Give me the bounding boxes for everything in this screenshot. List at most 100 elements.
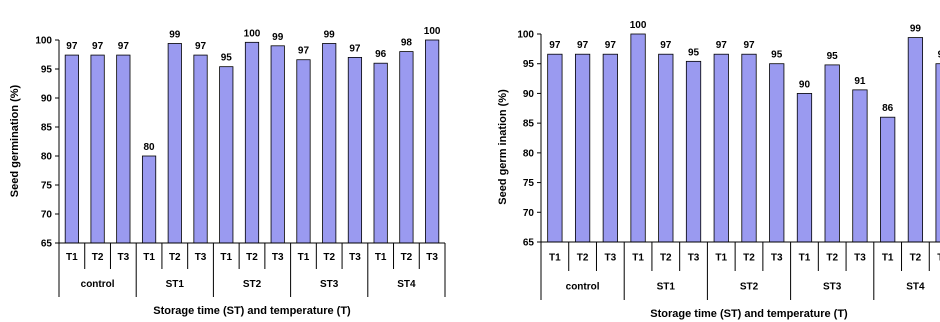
group-label: ST3 — [823, 282, 842, 293]
group-label: ST3 — [320, 279, 339, 290]
bar — [713, 53, 729, 243]
bar — [935, 63, 940, 243]
category-label: T2 — [743, 253, 755, 264]
bar — [796, 93, 813, 243]
bar — [399, 51, 414, 244]
bar — [685, 60, 702, 243]
category-label: T2 — [401, 252, 413, 263]
bar — [547, 53, 563, 243]
group-label: control — [81, 279, 115, 290]
bar — [574, 53, 591, 243]
bar — [64, 54, 79, 244]
category-label: T1 — [632, 253, 644, 264]
data-label: 97 — [92, 41, 104, 52]
data-label: 100 — [630, 20, 647, 31]
y-tick-label: 95 — [41, 65, 53, 76]
y-tick-label: 70 — [523, 208, 535, 219]
bar — [90, 54, 105, 244]
category-label: T2 — [246, 252, 258, 263]
group-label: control — [566, 282, 600, 293]
data-label: 95 — [688, 47, 700, 58]
bar — [907, 37, 924, 243]
data-label: 95 — [938, 50, 940, 61]
data-label: 95 — [771, 50, 783, 61]
bar — [270, 45, 285, 244]
bar — [244, 41, 260, 244]
data-label: 97 — [298, 46, 310, 57]
data-label: 97 — [349, 43, 361, 54]
data-label: 95 — [221, 53, 233, 64]
y-axis-title: Seed germ ination (%) — [497, 89, 509, 205]
data-label: 95 — [827, 51, 839, 62]
y-tick-label: 85 — [523, 119, 535, 130]
category-label: T2 — [323, 252, 335, 263]
bar — [824, 64, 840, 243]
category-label: T1 — [143, 252, 155, 263]
bar — [167, 43, 182, 244]
bar — [219, 66, 234, 244]
category-label: T1 — [66, 252, 78, 263]
y-tick-label: 90 — [523, 89, 535, 100]
bar — [141, 155, 157, 244]
data-label: 100 — [244, 28, 261, 39]
bar — [347, 57, 363, 244]
group-label: ST2 — [740, 282, 759, 293]
bar — [296, 59, 311, 244]
category-label: T3 — [272, 252, 284, 263]
bar — [602, 53, 618, 243]
group-label: ST1 — [166, 279, 185, 290]
category-label: T1 — [375, 252, 387, 263]
category-label: T1 — [715, 253, 727, 264]
data-label: 97 — [716, 40, 728, 51]
data-label: 97 — [549, 40, 561, 51]
category-label: T1 — [882, 253, 894, 264]
data-label: 97 — [118, 41, 130, 52]
bar — [769, 63, 785, 243]
x-axis-title: Storage time (ST) and temperature (T) — [153, 305, 351, 317]
chart-right: 97 97 97 100 97 95 97 97 95 90 95 91 86 99 95 65 70 75 80 8… — [497, 20, 940, 320]
group-label: ST2 — [243, 279, 262, 290]
data-label: 80 — [144, 142, 156, 153]
data-label: 97 — [605, 40, 617, 51]
data-label: 86 — [882, 103, 894, 114]
y-tick-label: 100 — [35, 36, 52, 47]
y-tick-label: 80 — [41, 152, 53, 163]
y-tick-label: 95 — [523, 59, 535, 70]
bar — [658, 53, 674, 243]
category-label: T3 — [349, 252, 361, 263]
data-label: 91 — [854, 76, 866, 87]
data-label: 99 — [272, 32, 284, 43]
category-label: T3 — [688, 253, 700, 264]
category-label: T2 — [92, 252, 104, 263]
category-label: T3 — [854, 253, 866, 264]
y-tick-label: 75 — [41, 181, 53, 192]
data-label: 99 — [910, 24, 922, 35]
chart-left: 97 97 97 80 99 97 95 100 99 97 99 97 96 98 100 65 70 75 80… — [9, 26, 446, 317]
group-label: ST4 — [906, 282, 925, 293]
y-tick-label: 85 — [41, 123, 53, 134]
category-label: T2 — [826, 253, 838, 264]
data-label: 97 — [577, 40, 589, 51]
data-label: 99 — [324, 29, 336, 40]
y-tick-label: 65 — [41, 239, 53, 250]
y-tick-label: 75 — [523, 178, 535, 189]
bar — [630, 33, 646, 243]
y-tick-label: 65 — [523, 238, 535, 249]
data-label: 100 — [424, 26, 441, 37]
data-label: 97 — [743, 40, 755, 51]
bar — [741, 53, 757, 243]
category-label: T1 — [298, 252, 310, 263]
data-label: 97 — [195, 41, 207, 52]
bar — [425, 39, 440, 244]
category-label: T2 — [577, 253, 589, 264]
category-label: T3 — [604, 253, 616, 264]
bar — [880, 116, 896, 243]
data-label: 97 — [66, 41, 78, 52]
bar — [116, 54, 131, 244]
bar — [373, 62, 388, 244]
category-label: T3 — [426, 252, 438, 263]
data-label: 98 — [401, 38, 413, 49]
category-label: T3 — [771, 253, 783, 264]
category-label: T3 — [117, 252, 129, 263]
category-label: T1 — [799, 253, 811, 264]
